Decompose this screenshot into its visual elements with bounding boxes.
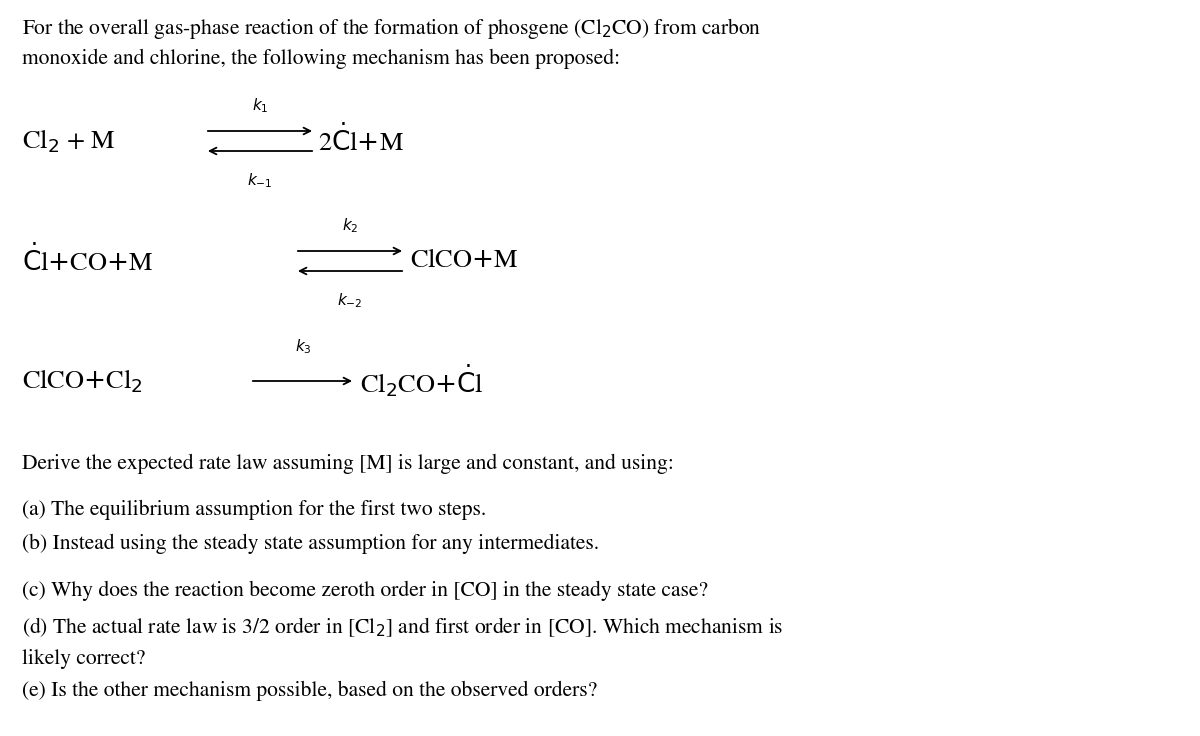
Text: monoxide and chlorine, the following mechanism has been proposed:: monoxide and chlorine, the following mec…	[22, 49, 620, 69]
Text: $k_{-1}$: $k_{-1}$	[247, 171, 272, 190]
Text: $\dot{\mathrm{C}}$l$+$CO$+$M: $\dot{\mathrm{C}}$l$+$CO$+$M	[22, 245, 154, 277]
Text: (e) Is the other mechanism possible, based on the observed orders?: (e) Is the other mechanism possible, bas…	[22, 681, 598, 701]
Text: $k_3$: $k_3$	[295, 337, 311, 356]
Text: Derive the expected rate law assuming [M] is large and constant, and using:: Derive the expected rate law assuming [M…	[22, 454, 674, 474]
Text: ClCO$+$M: ClCO$+$M	[410, 249, 518, 273]
Text: $k_1$: $k_1$	[252, 96, 269, 115]
Text: 2$\dot{\mathrm{C}}$l$+$M: 2$\dot{\mathrm{C}}$l$+$M	[318, 125, 404, 158]
Text: (c) Why does the reaction become zeroth order in [CO] in the steady state case?: (c) Why does the reaction become zeroth …	[22, 581, 708, 601]
Text: ClCO$+$Cl$_2$: ClCO$+$Cl$_2$	[22, 367, 143, 394]
Text: likely correct?: likely correct?	[22, 649, 145, 669]
Text: $k_2$: $k_2$	[342, 216, 359, 235]
Text: Cl$_2$CO$+$$\dot{\mathrm{C}}$l: Cl$_2$CO$+$$\dot{\mathrm{C}}$l	[360, 363, 484, 400]
Text: $k_{-2}$: $k_{-2}$	[337, 291, 362, 310]
Text: (b) Instead using the steady state assumption for any intermediates.: (b) Instead using the steady state assum…	[22, 534, 599, 554]
Text: (d) The actual rate law is 3/2 order in [Cl$_2$] and first order in [CO]. Which : (d) The actual rate law is 3/2 order in …	[22, 615, 784, 639]
Text: Cl$_2$ + M: Cl$_2$ + M	[22, 127, 115, 155]
Text: (a) The equilibrium assumption for the first two steps.: (a) The equilibrium assumption for the f…	[22, 500, 486, 520]
Text: For the overall gas-phase reaction of the formation of phosgene (Cl$_2$CO) from : For the overall gas-phase reaction of th…	[22, 16, 761, 41]
